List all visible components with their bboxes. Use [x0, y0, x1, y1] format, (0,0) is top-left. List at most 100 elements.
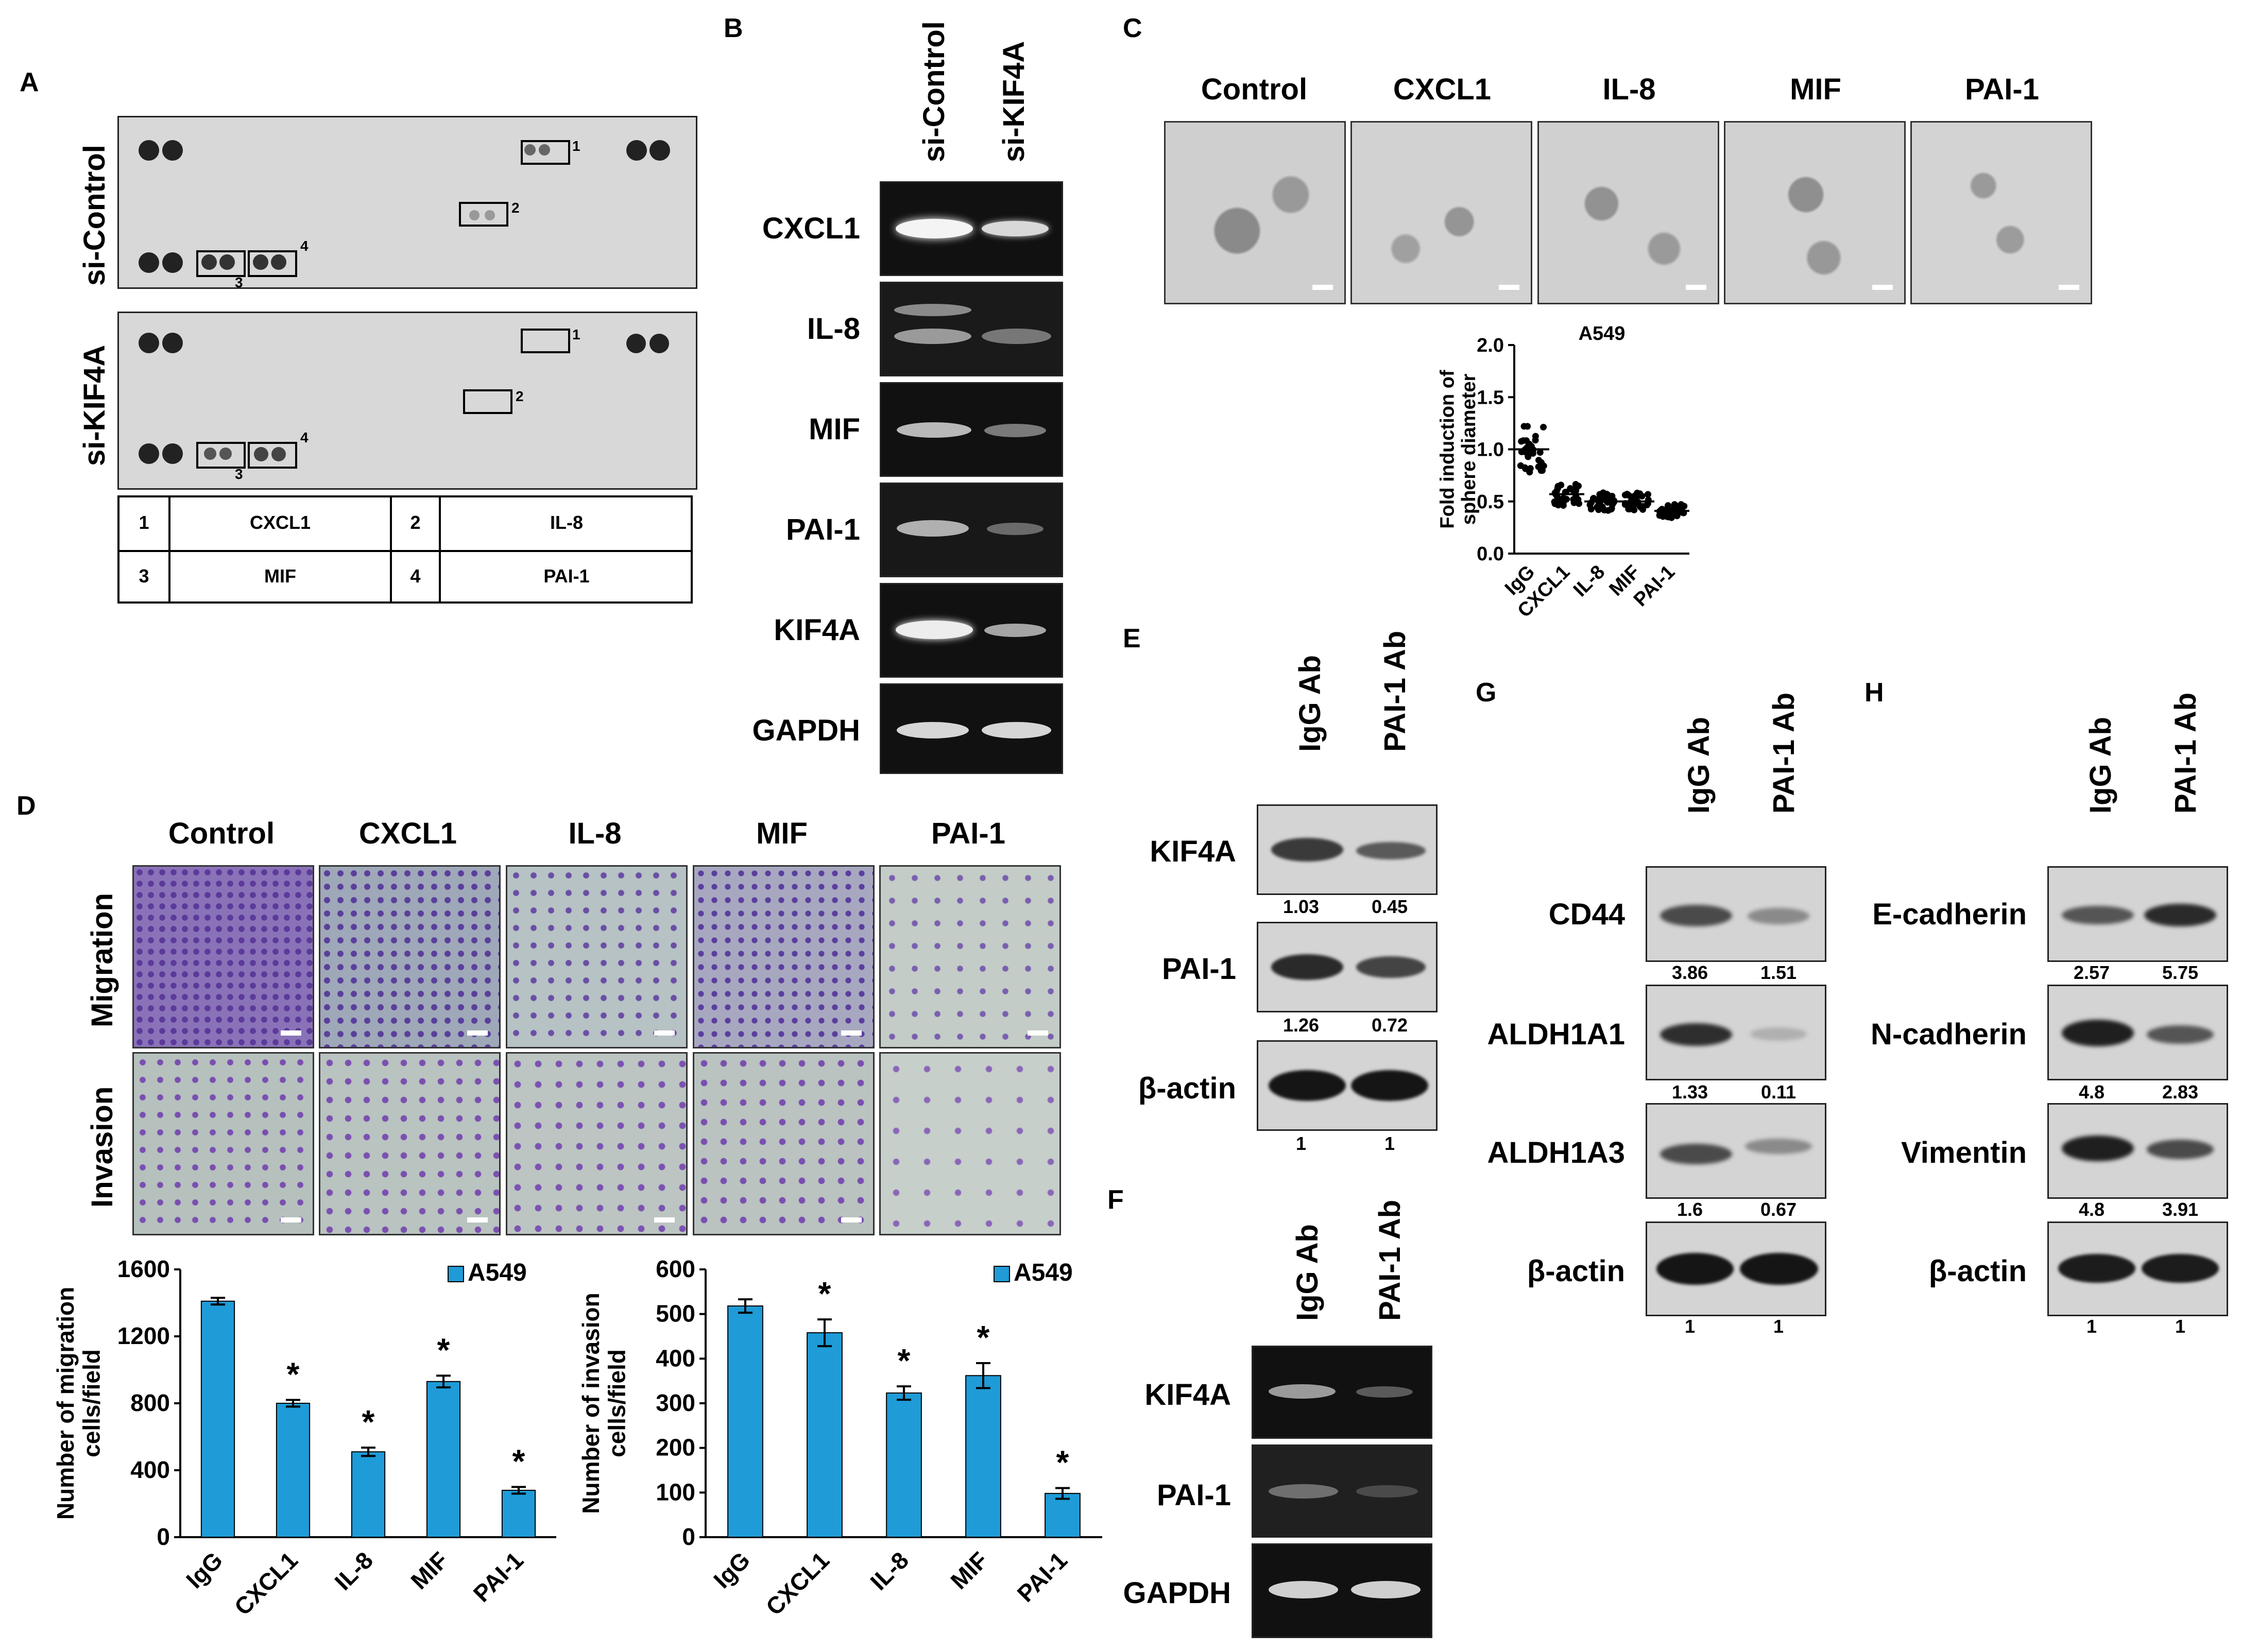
- y-tick-label: 1.0: [1477, 439, 1504, 461]
- densitometry-value: 1.33: [1671, 1081, 1708, 1103]
- sphere-image-cxcl1: [1350, 121, 1532, 304]
- densitometry-value: 0.72: [1371, 1014, 1408, 1036]
- panel-label-h: H: [1864, 678, 1884, 708]
- x-tick-label: IgG: [181, 1546, 228, 1593]
- sphere-image-header: Control: [1201, 73, 1308, 106]
- gel-row-label: PAI-1: [786, 513, 860, 546]
- migration-image-cxcl1: [319, 865, 501, 1048]
- bar: [276, 1403, 311, 1538]
- scatter-point: [1521, 464, 1529, 471]
- y-tick-label: 100: [656, 1478, 695, 1505]
- scatter-point: [1656, 512, 1663, 519]
- blot-column-label: IgG Ab: [1293, 655, 1327, 752]
- western-aldh1a3: [1646, 1103, 1826, 1199]
- gel-f-pai1: [1252, 1444, 1432, 1538]
- migration-bar-chart: 0 400 800 1200 1600 Number of migrationcells/…: [52, 1255, 556, 1621]
- sphere-image-header: CXCL1: [1393, 73, 1492, 106]
- panel-label-e: E: [1123, 624, 1141, 653]
- panel-label-f: F: [1107, 1185, 1124, 1215]
- bar: [965, 1375, 1001, 1538]
- chart-title: A549: [1579, 323, 1626, 345]
- blot-row-label: N-cadherin: [1871, 1018, 2027, 1051]
- scatter-point: [1590, 494, 1597, 502]
- densitometry-value: 1: [1773, 1316, 1784, 1337]
- y-tick-label: 0.0: [1477, 543, 1504, 565]
- gel-row-label: GAPDH: [752, 714, 860, 747]
- panel-label-d: D: [16, 791, 36, 821]
- invasion-image-control: [132, 1052, 314, 1235]
- gel-gapdh: [880, 683, 1063, 774]
- significance-star: *: [818, 1275, 831, 1312]
- scatter-point: [1526, 440, 1533, 448]
- sphere-image-control: [1164, 121, 1346, 304]
- panel-label-c: C: [1123, 13, 1142, 43]
- gel-pai1: [880, 483, 1063, 577]
- transwell-row-label: Invasion: [85, 1086, 119, 1208]
- sphere-image-il8: [1537, 121, 1719, 304]
- y-tick-label: 2.0: [1477, 335, 1504, 356]
- blot-row-label: KIF4A: [1150, 835, 1236, 868]
- panel-label-g: G: [1476, 678, 1497, 708]
- scatter-point: [1608, 505, 1615, 512]
- sphere-diameter-scatter-chart: 0.0 0.5 1.0 1.5 2.0 A549 Fold induction ofsphe…: [1436, 323, 1689, 622]
- bar: [1045, 1493, 1081, 1538]
- gel-column-label: si-Control: [917, 21, 951, 162]
- scatter-point: [1537, 459, 1545, 466]
- invasion-image-cxcl1: [319, 1052, 501, 1235]
- migration-image-il8: [506, 865, 688, 1048]
- significance-star: *: [898, 1342, 911, 1379]
- scatter-point: [1538, 467, 1546, 474]
- migration-image-mif: [693, 865, 875, 1048]
- scatter-point: [1631, 492, 1638, 500]
- densitometry-value: 1.26: [1282, 1014, 1320, 1036]
- densitometry-value: 5.75: [2162, 962, 2199, 983]
- significance-star: *: [287, 1356, 300, 1393]
- scatter-point: [1645, 491, 1652, 498]
- transwell-header: CXCL1: [358, 817, 457, 850]
- blot-row-label: E-cadherin: [1872, 898, 2027, 931]
- gel-f-kif4a: [1252, 1346, 1432, 1439]
- array-row-label: si-Control: [78, 145, 111, 286]
- scatter-point: [1526, 469, 1533, 476]
- blot-row-label: β-actin: [1527, 1254, 1625, 1288]
- x-tick-label: CXCL1: [761, 1546, 834, 1620]
- densitometry-value: 4.8: [2078, 1199, 2105, 1220]
- densitometry-value: 1: [1295, 1133, 1307, 1154]
- bar: [501, 1490, 536, 1538]
- x-tick-label: IgG: [708, 1546, 755, 1593]
- blot-column-label: IgG Ab: [1682, 717, 1716, 814]
- blot-row-label: ALDH1A1: [1487, 1018, 1626, 1051]
- gel-row-label: PAI-1: [1157, 1478, 1231, 1512]
- x-tick-label: IL-8: [1569, 561, 1609, 601]
- array-legend-table: 1 CXCL1 2 IL-8 3 MIF 4 PAI-1: [117, 495, 693, 604]
- migration-image-pai1: [879, 865, 1061, 1048]
- densitometry-value: 1: [1384, 1133, 1395, 1154]
- western-kif4a: [1257, 804, 1438, 895]
- gel-cxcl1: [880, 181, 1063, 276]
- sphere-image-header: MIF: [1790, 73, 1841, 106]
- panel-label-b: B: [724, 13, 743, 43]
- blot-column-label: IgG Ab: [2084, 717, 2117, 814]
- gel-kif4a: [880, 583, 1063, 678]
- y-tick-label: 800: [130, 1389, 170, 1416]
- densitometry-value: 1.6: [1677, 1199, 1703, 1220]
- scatter-point: [1551, 498, 1558, 506]
- y-tick-label: 1200: [117, 1322, 170, 1349]
- bar: [351, 1451, 386, 1538]
- y-axis-label: Number of invasioncells/field: [577, 1293, 630, 1513]
- sphere-image-header: IL-8: [1602, 73, 1656, 106]
- blot-column-label: PAI-1 Ab: [2169, 692, 2202, 814]
- scatter-point: [1558, 497, 1565, 504]
- y-tick-label: 400: [130, 1456, 170, 1483]
- legend-swatch: [994, 1266, 1010, 1282]
- x-tick-label: IL-8: [329, 1546, 378, 1595]
- densitometry-value: 4.8: [2078, 1081, 2105, 1103]
- western-aldh1a1: [1646, 985, 1826, 1080]
- blot-row-label: CD44: [1548, 898, 1625, 931]
- y-tick-label: 1600: [117, 1255, 170, 1282]
- y-tick-label: 500: [656, 1300, 695, 1327]
- scatter-point: [1681, 503, 1688, 510]
- y-tick-label: 1.5: [1477, 387, 1504, 408]
- y-tick-label: 200: [656, 1434, 695, 1461]
- transwell-row-label: Migration: [85, 893, 119, 1027]
